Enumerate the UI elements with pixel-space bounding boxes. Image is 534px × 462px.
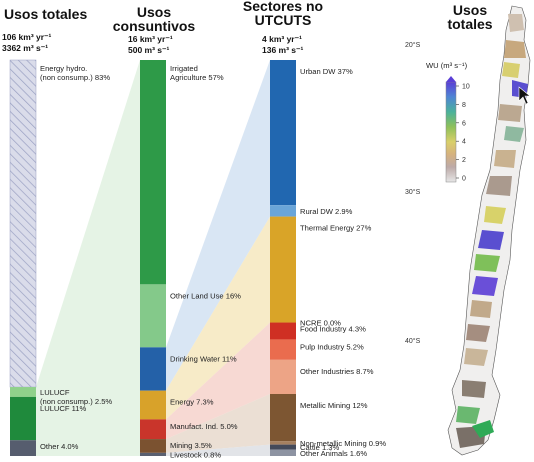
map-region — [478, 230, 504, 250]
colorbar-tick-label: 10 — [462, 84, 470, 91]
map-title-line2: totales — [447, 16, 492, 32]
bar2-unit-flow: 500 m³ s⁻¹ — [128, 45, 170, 55]
map-region — [494, 150, 516, 168]
bar3-label-2: Thermal Energy 27% — [300, 224, 372, 233]
bar3-label-6: Other Industries 8.7% — [300, 367, 374, 376]
connector-bar1-bar2 — [36, 60, 140, 456]
bar3-label-3: NCRE 0.0% — [300, 319, 341, 328]
bar3-unit-volume: 4 km³ yr⁻¹ — [262, 34, 302, 44]
bar3-segment-2 — [270, 216, 296, 323]
bar3-segment-9 — [270, 444, 296, 450]
bar3-segment-4 — [270, 322, 296, 340]
bar2-segment-6 — [140, 452, 166, 456]
map-region — [486, 176, 512, 196]
map-title-line1: Usos — [453, 2, 487, 18]
bar3-label-10: Other Animals 1.6% — [300, 449, 367, 458]
bar2-segment-4 — [140, 419, 166, 440]
bar3-label-4: Food Industry 4.3% — [300, 325, 366, 334]
bar2-title-line2: consuntivos — [113, 18, 196, 34]
lat-label-40: 40°S — [405, 337, 421, 345]
bar3-segment-10 — [270, 449, 296, 456]
colorbar-label: WU (m³ s⁻¹) — [426, 61, 468, 70]
map-region — [472, 420, 494, 438]
bar3-segment-8 — [270, 441, 296, 445]
colorbar-tick-label: 0 — [462, 176, 466, 183]
bar2-label-5: Mining 3.5% — [170, 441, 212, 450]
bar3-label-9: Cattle 1.3% — [300, 443, 340, 452]
bar3-segment-1 — [270, 205, 296, 217]
map-region — [462, 380, 486, 398]
map-region — [466, 324, 490, 342]
bar1-label-3: Other 4.0% — [40, 442, 79, 451]
map-region — [472, 276, 498, 296]
bar3-segment-7 — [270, 393, 296, 442]
map-region — [474, 254, 500, 272]
bar2-unit-volume: 16 km³ yr⁻¹ — [128, 34, 173, 44]
lat-label-30: 30°S — [405, 188, 421, 196]
bar2-segment-3 — [140, 390, 166, 420]
bar3-label-1: Rural DW 2.9% — [300, 207, 353, 216]
cursor-icon — [518, 86, 531, 105]
bar3-segment-6 — [270, 359, 296, 394]
colorbar-extend-arrow — [446, 76, 456, 82]
bar2-label-6: Livestock 0.8% — [170, 450, 221, 459]
bar1-label-1: LULUCF (non consump.) 2.5% — [40, 388, 112, 406]
connector-bar2-bar3-1 — [166, 216, 270, 420]
bar3-unit-flow: 136 m³ s⁻¹ — [262, 45, 304, 55]
connector-bar2-bar3-0 — [166, 60, 270, 391]
colorbar-tick-label: 4 — [462, 139, 466, 146]
bar3-label-5: Pulp Industry 5.2% — [300, 343, 364, 352]
bar3-label-0: Urban DW 37% — [300, 67, 353, 76]
map-region — [502, 62, 520, 78]
bar1-segment-2 — [10, 396, 36, 441]
bar2-label-2: Drinking Water 11% — [170, 354, 237, 363]
map-region — [464, 348, 488, 366]
bar2-title-line1: Usos — [137, 4, 171, 20]
bar1-unit-volume: 106 km³ yr⁻¹ — [2, 32, 52, 42]
bar3-title-line2: UTCUTS — [255, 12, 312, 28]
connector-bar2-bar3-3 — [166, 393, 270, 453]
bar2-label-3: Energy 7.3% — [170, 398, 214, 407]
bar3-title-line1: Sectores no — [243, 0, 323, 14]
colorbar-tick-label: 8 — [462, 102, 466, 109]
colorbar — [445, 81, 457, 183]
bar3-segment-5 — [270, 339, 296, 360]
bar2-label-0: Irrigated Agriculture 57% — [170, 64, 224, 82]
lat-label-20: 20°S — [405, 41, 421, 49]
colorbar-tick-label: 2 — [462, 157, 466, 164]
connector-bar2-bar3-4 — [166, 444, 270, 456]
map-region — [484, 206, 506, 224]
bar2-segment-5 — [140, 439, 166, 453]
bar3-label-8: Non-metallic Mining 0.9% — [300, 439, 386, 448]
bar2-segment-2 — [140, 347, 166, 391]
bar3-segment-0 — [270, 60, 296, 206]
bar2-label-1: Other Land Use 16% — [170, 291, 241, 300]
map-region — [504, 40, 526, 58]
colorbar-tick-label: 6 — [462, 120, 466, 127]
map-region — [470, 300, 492, 318]
map-region — [498, 104, 522, 122]
bar-connectors — [36, 60, 270, 456]
bar2-segment-0 — [140, 60, 166, 285]
bar1-label-2: LULUCF 11% — [40, 404, 87, 413]
bar1-title: Usos totales — [4, 6, 87, 22]
map-region — [456, 406, 480, 424]
stacked-bars: Energy hydro. (non consump.) 83% LULUCF (no… — [9, 59, 386, 459]
bar1-segment-3 — [10, 440, 36, 456]
bar2-label-4: Manufact. Ind. 5.0% — [170, 422, 238, 431]
bar1-label-0: Energy hydro. (non consump.) 83% — [40, 64, 110, 82]
map-region — [508, 14, 524, 32]
bar3-label-7: Metallic Mining 12% — [300, 401, 368, 410]
chile-water-use-map: Usos totales 20°S 30°S 40°S WU (m³ s⁻¹) … — [405, 2, 531, 456]
bar1-segment-0 — [9, 59, 37, 388]
colorbar-ticks: 10 8 6 4 2 0 — [456, 84, 470, 183]
bar1-segment-1 — [10, 387, 36, 397]
bar1-unit-flow: 3362 m³ s⁻¹ — [2, 43, 48, 53]
map-region — [504, 126, 524, 142]
bar2-segment-1 — [140, 284, 166, 348]
connector-bar2-bar3-2 — [166, 322, 270, 440]
